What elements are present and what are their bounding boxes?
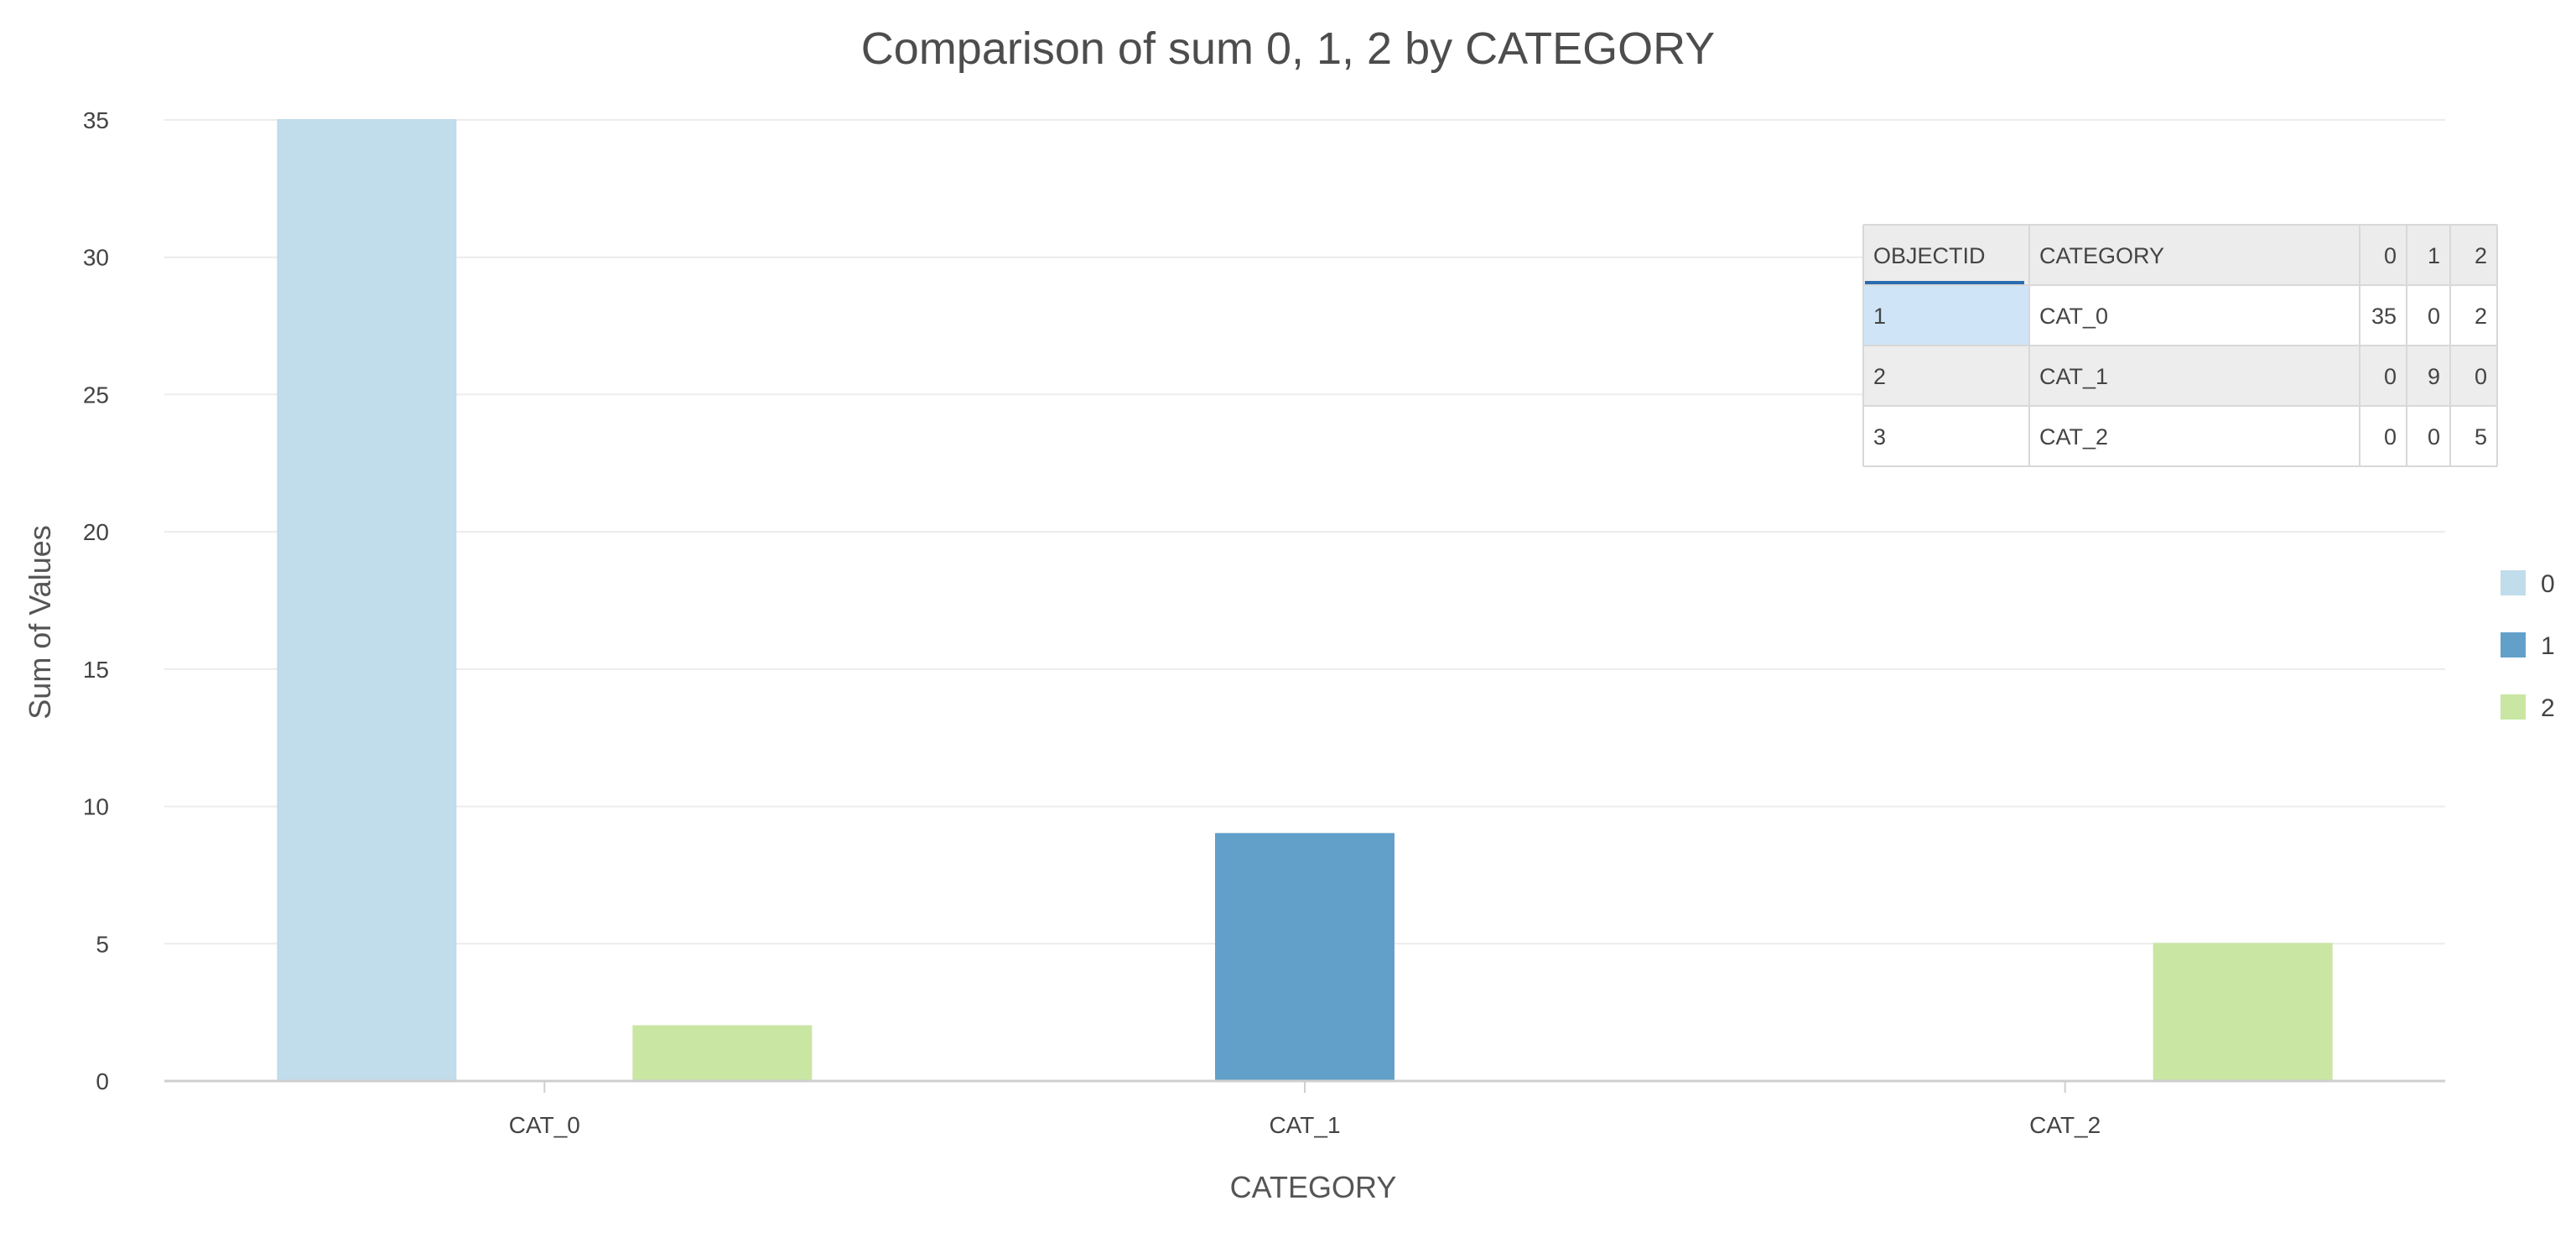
attribute-table: OBJECTID CATEGORY 0 1 2 1 CAT_0 35 0 2 2 CAT_1 0 9 0 3 C… bbox=[1862, 224, 2498, 467]
table-header-cell[interactable]: CATEGORY bbox=[2039, 243, 2164, 268]
x-tick-label: CAT_1 bbox=[1269, 1112, 1340, 1138]
y-tick-label: 0 bbox=[96, 1068, 109, 1094]
table-header-cell[interactable]: 1 bbox=[2428, 243, 2440, 268]
table-cell: 0 bbox=[2475, 364, 2487, 389]
y-tick-label: 25 bbox=[83, 382, 109, 408]
table-cell: CAT_1 bbox=[2039, 364, 2108, 389]
table-row-stripe bbox=[1863, 346, 2497, 406]
legend-label-1: 1 bbox=[2541, 632, 2555, 660]
y-tick-label: 15 bbox=[83, 657, 109, 683]
table-selected-cell bbox=[1863, 285, 2029, 346]
table-header-cell[interactable]: 0 bbox=[2384, 243, 2397, 268]
x-tick-label: CAT_0 bbox=[509, 1112, 580, 1138]
table-cell: 9 bbox=[2428, 364, 2440, 389]
table-header-cell[interactable]: 2 bbox=[2475, 243, 2487, 268]
bars bbox=[277, 119, 2333, 1083]
y-tick-label: 5 bbox=[96, 931, 109, 957]
legend-swatch-1[interactable] bbox=[2501, 632, 2526, 657]
y-axis-label: Sum of Values bbox=[23, 525, 57, 719]
table-cell: 2 bbox=[2475, 304, 2487, 329]
table-cell: 35 bbox=[2371, 304, 2397, 329]
table-cell: 0 bbox=[2384, 364, 2397, 389]
bar-cat_2-series-2[interactable] bbox=[2153, 943, 2333, 1083]
bar-cat_0-series-2[interactable] bbox=[632, 1025, 813, 1082]
table-cell: 3 bbox=[1873, 424, 1886, 450]
legend-swatch-2[interactable] bbox=[2501, 694, 2526, 720]
y-tick-label: 20 bbox=[83, 519, 109, 545]
table-header-cell[interactable]: OBJECTID bbox=[1873, 243, 1986, 268]
x-axis-label: CATEGORY bbox=[1230, 1170, 1397, 1204]
table-cell: 0 bbox=[2428, 304, 2440, 329]
bar-cat_1-series-1[interactable] bbox=[1215, 833, 1394, 1082]
table-cell: CAT_0 bbox=[2039, 304, 2108, 329]
legend-label-2: 2 bbox=[2541, 694, 2555, 722]
table-cell: CAT_2 bbox=[2039, 424, 2108, 450]
y-tick-label: 35 bbox=[83, 107, 109, 133]
y-axis-ticks: 0 5 10 15 20 25 30 35 bbox=[83, 107, 109, 1094]
table-cell: 0 bbox=[2384, 424, 2397, 450]
gridlines bbox=[164, 119, 2445, 945]
legend-swatch-0[interactable] bbox=[2501, 570, 2526, 595]
table-cell: 1 bbox=[1873, 304, 1886, 329]
table-cell: 0 bbox=[2428, 424, 2440, 450]
table-cell: 5 bbox=[2475, 424, 2487, 450]
x-tick-label: CAT_2 bbox=[2029, 1112, 2101, 1138]
x-axis-ticks: CAT_0 CAT_1 CAT_2 bbox=[509, 1081, 2101, 1138]
legend-label-0: 0 bbox=[2541, 570, 2555, 598]
y-tick-label: 30 bbox=[83, 245, 109, 271]
legend: 0 1 2 bbox=[2501, 570, 2555, 722]
y-tick-label: 10 bbox=[83, 794, 109, 820]
chart-title: Comparison of sum 0, 1, 2 by CATEGORY bbox=[861, 23, 1715, 74]
table-header-background bbox=[1863, 225, 2497, 285]
table-cell: 2 bbox=[1873, 364, 1886, 389]
bar-cat_0-series-0[interactable] bbox=[277, 119, 457, 1082]
